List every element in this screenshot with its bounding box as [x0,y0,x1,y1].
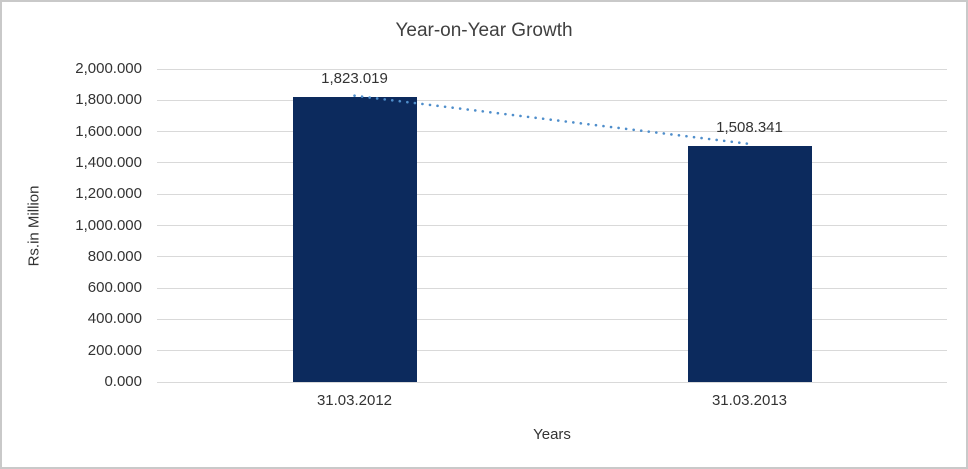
gridline [157,287,947,289]
y-tick-label: 400.000 [87,310,142,328]
bar-data-label: 1,508.341 [716,118,783,136]
bar [687,145,812,382]
gridline [157,225,947,226]
y-tick-label: 2,000.000 [75,60,142,77]
gridline [157,193,947,195]
y-tick-label: 1,800.000 [75,91,142,109]
bar-data-label: 1,823.019 [321,69,388,87]
gridline [157,99,947,101]
y-tick-label: 200.000 [87,341,142,359]
y-tick-label: 1,400.000 [75,153,142,171]
gridline [157,68,947,70]
gridline [157,256,947,258]
gridline [157,162,947,164]
y-tick-label: 600.000 [87,279,142,297]
y-tick-label: 0.000 [104,373,142,390]
x-axis-title: Years [533,426,571,443]
y-tick-label: 1,600.000 [75,122,142,140]
x-tick-label: 31.03.2013 [711,392,788,409]
gridline [157,381,947,383]
gridline [157,350,947,352]
y-tick-label: 800.000 [87,247,142,265]
y-tick-label: 1,200.000 [75,185,142,203]
gridline [157,318,947,320]
chart-title: Year-on-Year Growth [395,20,573,41]
x-tick-label: 31.03.2012 [316,392,393,409]
bar [292,96,417,382]
y-tick-label: 1,000.000 [75,216,142,234]
